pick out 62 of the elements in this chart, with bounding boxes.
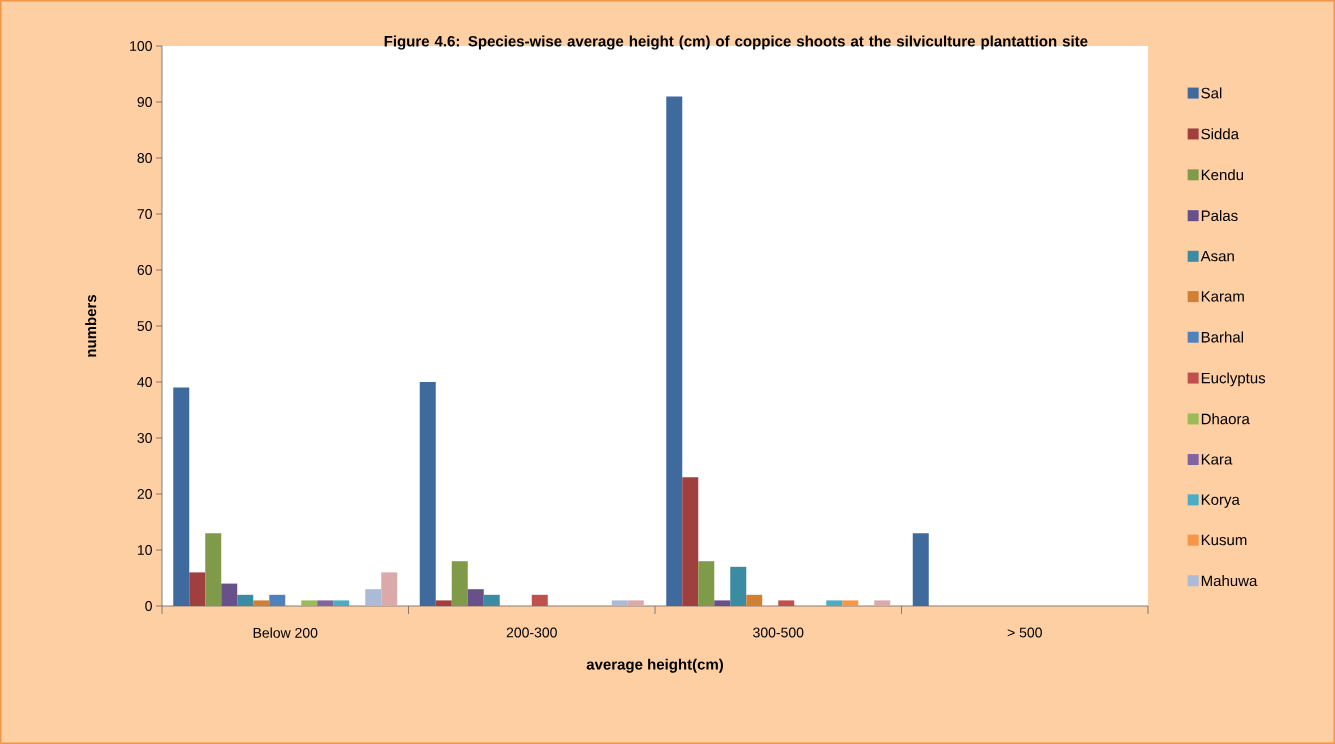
- bar: [483, 594, 500, 606]
- bar: [221, 583, 238, 606]
- y-axis-title: numbers: [85, 294, 97, 357]
- legend-label: Mahuwa: [1201, 575, 1258, 587]
- y-tick-label: 70: [137, 209, 152, 219]
- legend-label: Sal: [1201, 87, 1222, 99]
- legend-label: Kusum: [1201, 534, 1247, 546]
- legend-label: Sidda: [1201, 128, 1240, 140]
- legend-label: Kendu: [1201, 169, 1244, 181]
- bar: [698, 561, 715, 606]
- x-tick-label: Below 200: [253, 627, 318, 638]
- x-axis-title: average height(cm): [586, 658, 724, 673]
- y-tick-label: 60: [137, 265, 152, 275]
- bar: [682, 477, 699, 606]
- bar: [666, 96, 683, 606]
- bar: [435, 600, 452, 606]
- legend-label: Palas: [1201, 210, 1238, 222]
- bar: [730, 566, 747, 606]
- bar: [173, 387, 190, 606]
- bar: [611, 600, 628, 606]
- y-tick-label: 40: [137, 377, 152, 387]
- x-tick-label: 300-500: [753, 627, 804, 638]
- bar: [467, 589, 484, 606]
- bar: [912, 533, 929, 606]
- bar: [419, 382, 436, 606]
- bar: [301, 600, 318, 606]
- y-tick-label: 50: [137, 321, 152, 331]
- bar: [627, 600, 644, 606]
- bar: [269, 594, 286, 606]
- y-tick-label: 0: [145, 601, 152, 611]
- bar: [381, 572, 398, 606]
- bar: [365, 589, 382, 606]
- bar: [205, 533, 222, 606]
- bar: [746, 594, 763, 606]
- x-tick-label: 200-300: [506, 627, 557, 638]
- legend-label: Korya: [1201, 494, 1240, 508]
- bar: [826, 600, 843, 606]
- bar: [451, 561, 468, 606]
- bar: [874, 600, 891, 606]
- bar: [531, 594, 548, 606]
- bar: [253, 600, 270, 606]
- legend-label: Euclyptus: [1201, 372, 1266, 387]
- y-tick-label: 30: [137, 433, 152, 443]
- y-tick-label: 90: [137, 97, 152, 107]
- legend-label: Dhaora: [1201, 413, 1250, 425]
- y-tick-label: 80: [137, 153, 152, 163]
- x-tick-label: > 500: [1007, 627, 1042, 638]
- bar: [237, 594, 254, 606]
- legend-label: Karam: [1201, 291, 1244, 302]
- bar: [189, 572, 206, 606]
- y-tick-label: 10: [137, 545, 152, 555]
- legend-label: Barhal: [1201, 331, 1243, 343]
- legend-label: Kara: [1201, 454, 1233, 465]
- bar: [333, 600, 350, 606]
- bar: [778, 600, 795, 606]
- y-tick-label: 20: [137, 489, 152, 499]
- bar: [317, 600, 334, 606]
- bar: [842, 600, 859, 606]
- chart-title: Figure 4.6: Species-wise average height (cm) of coppice shoots at the silviculture plantattion site: [384, 35, 1088, 50]
- y-tick-label: 100: [130, 41, 152, 51]
- legend-label: Asan: [1200, 250, 1234, 262]
- bar: [714, 600, 731, 606]
